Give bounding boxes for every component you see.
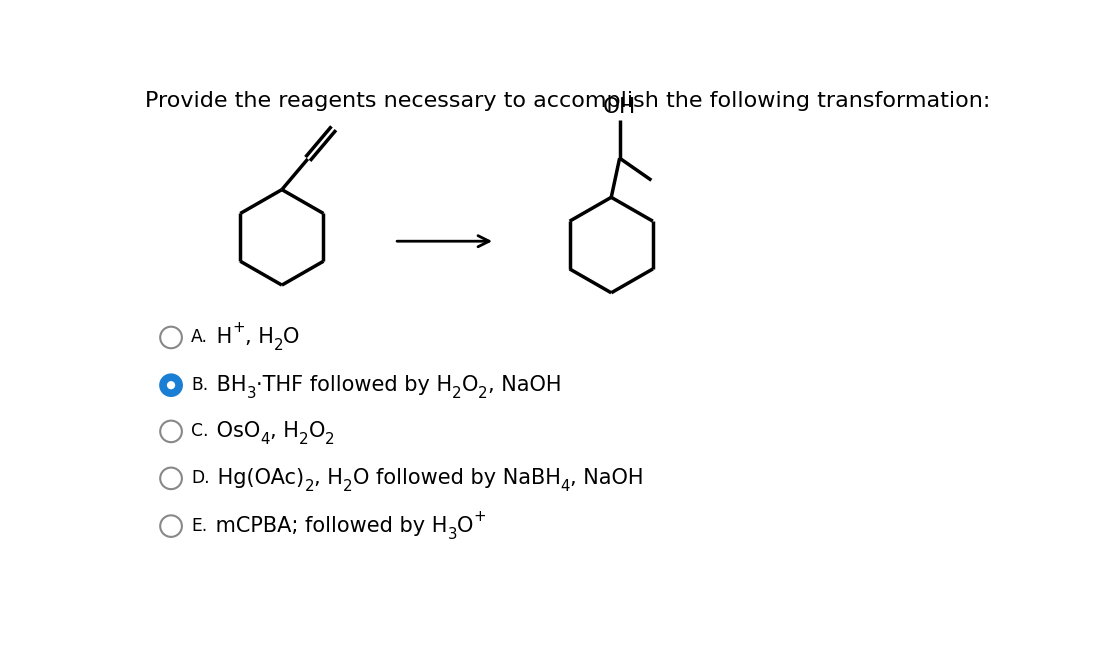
Text: 2: 2: [305, 480, 315, 494]
Text: Provide the reagents necessary to accomplish the following transformation:: Provide the reagents necessary to accomp…: [145, 91, 991, 111]
Circle shape: [161, 326, 182, 349]
Text: , NaOH: , NaOH: [570, 468, 644, 488]
Text: BH: BH: [211, 375, 246, 395]
Text: OH: OH: [603, 96, 636, 116]
Text: O: O: [456, 516, 473, 536]
Circle shape: [167, 381, 175, 389]
Text: O: O: [462, 375, 479, 395]
Text: O: O: [284, 327, 299, 347]
Text: 2: 2: [452, 386, 462, 401]
Text: E.: E.: [192, 517, 207, 535]
Circle shape: [161, 375, 182, 396]
Text: B.: B.: [192, 376, 208, 394]
Text: 3: 3: [246, 386, 256, 401]
Text: mCPBA; followed by H: mCPBA; followed by H: [209, 516, 448, 536]
Text: , H: , H: [245, 327, 274, 347]
Text: O: O: [308, 421, 325, 442]
Text: 2: 2: [479, 386, 488, 401]
Text: Hg(OAc): Hg(OAc): [212, 468, 305, 488]
Text: 2: 2: [274, 339, 284, 353]
Text: ·THF followed by H: ·THF followed by H: [256, 375, 452, 395]
Text: , H: , H: [315, 468, 343, 488]
Text: C.: C.: [192, 422, 208, 440]
Circle shape: [161, 468, 182, 489]
Text: D.: D.: [192, 470, 209, 488]
Text: 2: 2: [343, 480, 352, 494]
Text: 2: 2: [299, 432, 308, 448]
Text: , NaOH: , NaOH: [488, 375, 562, 395]
Text: 4: 4: [260, 432, 270, 448]
Text: 4: 4: [561, 480, 570, 494]
Text: 2: 2: [325, 432, 335, 448]
Text: 3: 3: [448, 527, 456, 542]
Text: +: +: [473, 508, 486, 524]
Circle shape: [161, 421, 182, 442]
Text: A.: A.: [192, 328, 208, 347]
Text: OsO: OsO: [211, 421, 260, 442]
Text: +: +: [232, 320, 245, 335]
Text: O followed by NaBH: O followed by NaBH: [352, 468, 561, 488]
Text: , H: , H: [270, 421, 299, 442]
Circle shape: [161, 515, 182, 537]
Text: H: H: [209, 327, 232, 347]
